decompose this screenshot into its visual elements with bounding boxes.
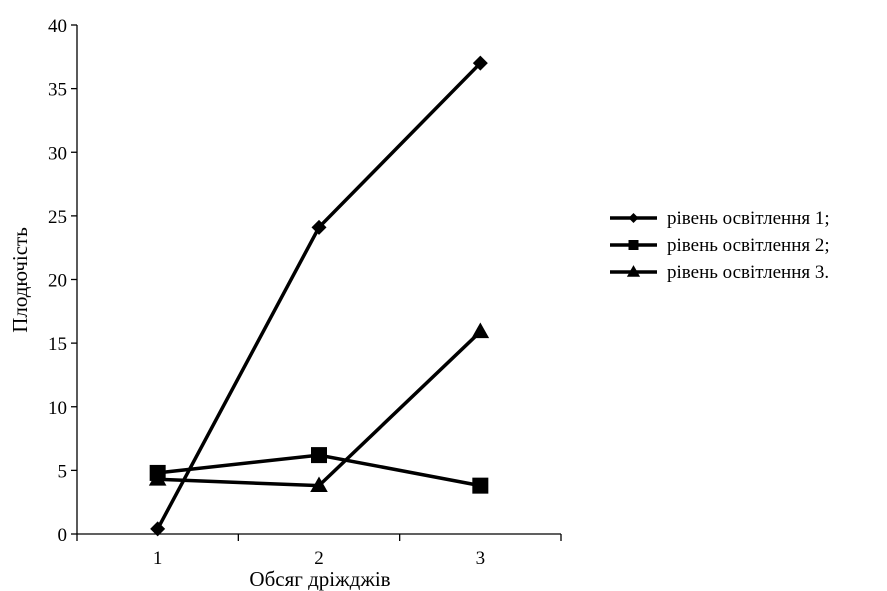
y-axis-title: Плодючість	[8, 227, 32, 333]
x-axis-title: Обсяг дріжджів	[249, 567, 390, 591]
legend-label: рівень освітлення 1;	[667, 208, 830, 229]
x-tick-label: 3	[476, 548, 486, 569]
y-tick-label: 0	[58, 525, 68, 546]
series-3	[148, 322, 490, 493]
legend-swatch-marker	[626, 265, 641, 277]
legend-entry-2: рівень освітлення 2;	[610, 235, 830, 256]
y-tick-label: 15	[48, 334, 67, 355]
legend-entry-1: рівень освітлення 1;	[610, 208, 830, 229]
x-tick-label: 2	[314, 548, 324, 569]
y-tick-label: 5	[58, 461, 68, 482]
y-tick-label: 10	[48, 398, 67, 419]
legend-swatch-marker	[628, 240, 639, 250]
y-tick-label: 30	[48, 143, 67, 164]
y-tick-label: 20	[48, 271, 67, 292]
legend-swatch-marker	[628, 213, 639, 223]
legend-label: рівень освітлення 2;	[667, 235, 830, 256]
series-layer	[148, 55, 490, 537]
series-3-point	[148, 470, 167, 486]
x-tick-label: 1	[153, 548, 163, 569]
y-tick-label: 40	[48, 16, 67, 37]
series-2-point	[472, 477, 489, 494]
series-2-point	[311, 447, 327, 464]
series-1	[150, 55, 488, 537]
series-1-point	[150, 521, 166, 537]
series-3-point	[471, 322, 490, 339]
series-3-point	[310, 476, 328, 493]
y-tick-label: 25	[48, 207, 67, 228]
series-1-point	[472, 55, 488, 71]
y-tick-label: 35	[48, 80, 67, 101]
legend: рівень освітлення 1; рівень освітлення 2;…	[610, 208, 830, 283]
legend-label: рівень освітлення 3.	[667, 262, 829, 283]
series-1-point	[311, 219, 327, 235]
legend-entry-3: рівень освітлення 3.	[610, 262, 829, 283]
